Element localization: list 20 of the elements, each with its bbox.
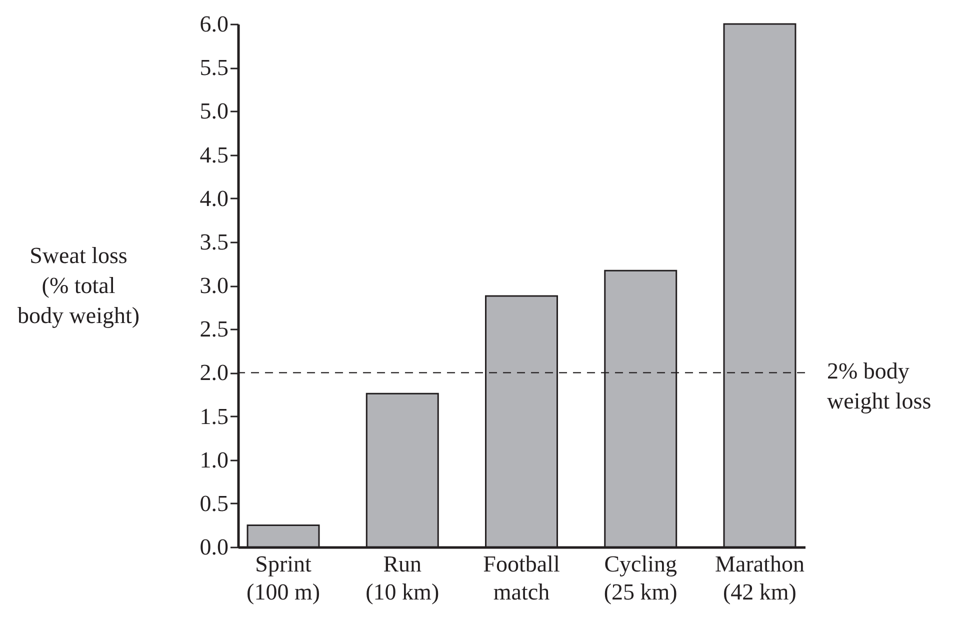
y-tick-label: 2.5 bbox=[200, 316, 228, 342]
y-tick-label: 5.5 bbox=[200, 55, 228, 80]
y-tick-label: 0.0 bbox=[200, 534, 228, 560]
y-tick-label: 3.0 bbox=[200, 273, 228, 298]
x-tick-label: Cycling (25 km) bbox=[604, 552, 678, 604]
y-tick-label: 5.0 bbox=[200, 98, 228, 124]
x-tick-label: Run (10 km) bbox=[366, 552, 440, 604]
ref-line-label: 2% body weight loss bbox=[827, 358, 932, 414]
y-tick-label: 0.5 bbox=[200, 490, 228, 516]
y-tick-label: 1.5 bbox=[200, 404, 228, 429]
y-axis-title: Sweat loss (% total body weight) bbox=[17, 243, 140, 328]
x-tick-label: Marathon (42 km) bbox=[715, 552, 805, 604]
y-tick-label: 2.0 bbox=[200, 360, 228, 386]
x-tick-label: Football match bbox=[483, 552, 560, 604]
y-tick-label: 3.5 bbox=[200, 229, 228, 254]
y-tick-label: 1.0 bbox=[200, 447, 228, 472]
y-tick-label: 4.5 bbox=[200, 142, 228, 168]
y-tick-label: 6.0 bbox=[200, 12, 228, 36]
y-tick-label: 4.0 bbox=[200, 186, 228, 211]
x-tick-label: Sprint (100 m) bbox=[246, 552, 320, 604]
